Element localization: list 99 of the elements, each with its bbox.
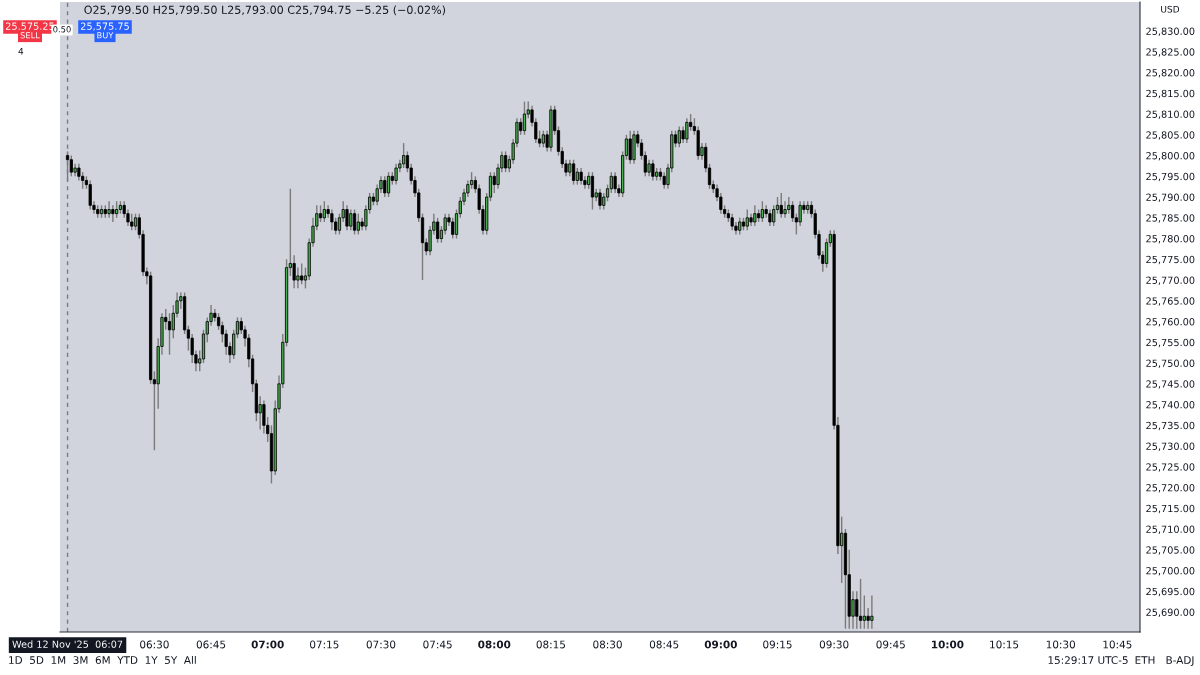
x-tick-label: 09:00: [704, 640, 737, 649]
y-tick-label: 25,805.00: [1146, 131, 1195, 140]
x-tick-label: 09:30: [819, 640, 849, 649]
candlestick: [862, 594, 866, 630]
annotation: 0.50: [53, 26, 71, 33]
x-tick-label: 06:45: [196, 640, 226, 649]
y-tick-label: 25,705.00: [1146, 546, 1195, 555]
candlestick: [613, 171, 617, 194]
y-tick-label: 25,740.00: [1146, 401, 1195, 410]
candlestick: [677, 125, 681, 148]
candlestick: [598, 188, 602, 211]
x-tick-label: 08:00: [478, 640, 511, 649]
candlestick: [753, 204, 757, 227]
candlestick: [492, 171, 496, 194]
candlestick: [345, 204, 349, 231]
y-tick-label: 25,830.00: [1146, 27, 1195, 36]
y-tick-label: 25,770.00: [1146, 276, 1195, 285]
candlestick: [296, 266, 300, 290]
y-tick-label: 25,700.00: [1146, 567, 1195, 576]
candlestick: [870, 594, 874, 630]
candlestick: [107, 200, 111, 219]
candlestick: [628, 129, 632, 165]
y-tick-label: 25,755.00: [1146, 338, 1195, 348]
candlestick: [352, 208, 357, 236]
y-tick-label: 25,795.00: [1146, 172, 1195, 182]
candlestick: [349, 208, 353, 231]
candlestick: [685, 117, 689, 144]
candlestick: [783, 200, 787, 219]
x-tick-label: 07:00: [251, 640, 284, 649]
candlestick: [824, 237, 829, 269]
y-tick-label: 25,695.00: [1146, 587, 1195, 597]
y-tick-label: 25,825.00: [1146, 48, 1195, 57]
x-tick-label: 06:30: [140, 640, 169, 649]
candlestick: [300, 262, 304, 285]
text: ETH: [1135, 656, 1155, 664]
x-tick-label: 10:15: [990, 640, 1019, 649]
x-tick-label: 10:00: [932, 640, 964, 649]
x-tick-label: 07:30: [366, 640, 396, 649]
candlestick: [504, 150, 508, 173]
annotation: BUY: [97, 32, 114, 39]
chart-title: O25,799.50 H25,799.50 L25,793.00 C25,794.75 −5.25 (−0.02%): [84, 5, 446, 16]
y-tick-label: 25,760.00: [1146, 318, 1195, 327]
x-tick-label: Wed 12 Nov '25 06:07: [12, 640, 123, 648]
candlestick: [88, 179, 92, 211]
text: B-ADJ: [1166, 656, 1194, 666]
candlestick: [858, 578, 863, 630]
x-tick-label: 09:15: [763, 640, 792, 649]
x-tick-label: 09:45: [876, 640, 905, 649]
candlestick: [167, 312, 172, 356]
text: 4: [18, 47, 24, 55]
candlestick: [451, 217, 455, 240]
candlestick: [383, 175, 387, 198]
y-tick-label: 25,750.00: [1146, 359, 1195, 368]
candlestick: [111, 204, 115, 223]
x-tick-label: 10:45: [1103, 640, 1132, 649]
x-tick-label: 07:45: [423, 640, 452, 649]
candlestick: [436, 217, 440, 244]
y-tick-label: 25,710.00: [1146, 525, 1195, 534]
x-tick-label: 08:45: [649, 640, 679, 649]
candlestick: [651, 159, 655, 182]
text: 15:29:17 UTC-5: [1048, 656, 1128, 665]
x-tick-label: 08:15: [536, 640, 566, 649]
candlestick: [609, 171, 613, 194]
y-tick-label: 25,780.00: [1146, 235, 1195, 244]
y-tick-label: 25,765.00: [1146, 297, 1195, 306]
y-tick-label: 25,745.00: [1146, 380, 1195, 389]
annotation: 25,575.75: [80, 22, 129, 31]
candlestick: [402, 142, 406, 169]
text: SELL: [20, 32, 40, 39]
candlestick: [322, 200, 326, 223]
candlestick: [745, 208, 749, 231]
candlestick: [760, 200, 764, 223]
y-tick-label: 25,800.00: [1146, 152, 1195, 161]
candlestick: [779, 192, 783, 219]
y-tick-label: 25,815.00: [1146, 89, 1195, 99]
candlestick: [791, 200, 795, 223]
text: USD: [1161, 5, 1180, 13]
y-tick-label: 25,785.00: [1146, 214, 1195, 223]
candlestick: [356, 212, 360, 236]
y-tick-label: 25,730.00: [1146, 442, 1195, 451]
x-tick-label: 10:30: [1046, 640, 1076, 649]
y-tick-label: 25,810.00: [1146, 110, 1195, 119]
candlestick: [330, 208, 334, 231]
y-tick-label: 25,820.00: [1146, 69, 1195, 78]
candlestick: [69, 154, 73, 178]
y-tick-label: 25,690.00: [1146, 608, 1195, 617]
y-tick-label: 25,720.00: [1146, 484, 1195, 493]
y-tick-label: 25,725.00: [1146, 463, 1195, 472]
y-tick-label: 25,715.00: [1146, 504, 1195, 514]
candlestick: [866, 607, 870, 630]
candlestick: [787, 196, 791, 215]
text: 1D 5D 1M 3M 6M YTD 1Y 5Y All: [9, 655, 196, 665]
candlestick: [394, 163, 398, 186]
y-tick-label: 25,790.00: [1146, 193, 1195, 202]
y-tick-label: 25,775.00: [1146, 255, 1195, 265]
x-tick-label: 07:15: [310, 640, 339, 649]
candlestick: [337, 212, 342, 236]
y-tick-label: 25,735.00: [1146, 421, 1195, 431]
x-tick-label: 08:30: [593, 640, 622, 649]
